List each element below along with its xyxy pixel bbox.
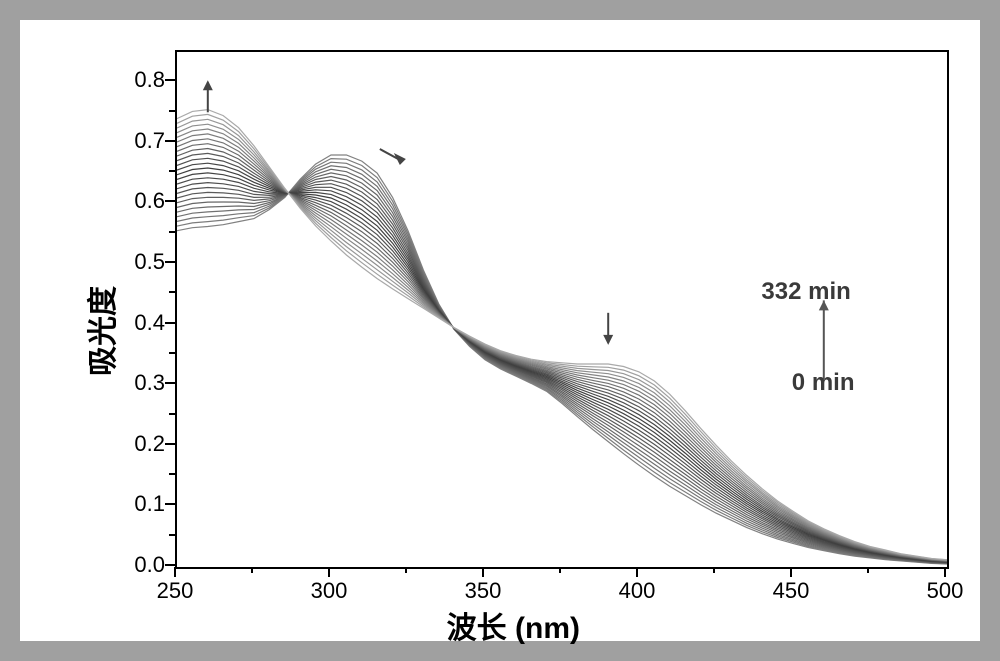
y-tick (165, 564, 175, 566)
y-tick-label: 0.1 (125, 491, 165, 517)
y-tick (165, 200, 175, 202)
x-tick-minor (713, 567, 715, 573)
x-tick (944, 567, 946, 577)
x-tick-minor (559, 567, 561, 573)
x-axis-label: 波长 (nm) (447, 603, 580, 647)
y-tick (165, 382, 175, 384)
y-tick-label: 0.4 (125, 310, 165, 336)
x-tick (790, 567, 792, 577)
y-tick-label: 0.0 (125, 552, 165, 578)
y-tick-minor (169, 231, 175, 233)
y-tick-label: 0.3 (125, 370, 165, 396)
x-tick-minor (251, 567, 253, 573)
x-tick-label: 300 (311, 578, 348, 604)
chart-figure: 吸光度 波长 (nm) 332 min 0 min 250 300 350 400 45… (0, 0, 1000, 661)
x-tick (174, 567, 176, 577)
y-tick-minor (169, 473, 175, 475)
x-tick-label: 350 (465, 578, 502, 604)
y-tick-minor (169, 110, 175, 112)
y-tick (165, 261, 175, 263)
x-tick-label: 500 (927, 578, 964, 604)
y-tick-label: 0.5 (125, 249, 165, 275)
y-tick-minor (169, 352, 175, 354)
y-tick-label: 0.8 (125, 67, 165, 93)
y-tick-minor (169, 534, 175, 536)
y-tick-label: 0.6 (125, 188, 165, 214)
x-tick-label: 250 (157, 578, 194, 604)
x-tick-minor (405, 567, 407, 573)
y-tick (165, 443, 175, 445)
y-tick-minor (169, 170, 175, 172)
spectra-lines (177, 52, 947, 567)
y-tick (165, 322, 175, 324)
y-tick-label: 0.7 (125, 128, 165, 154)
annotation-0min: 0 min (792, 369, 855, 397)
x-tick-label: 400 (619, 578, 656, 604)
y-tick-label: 0.2 (125, 431, 165, 457)
y-tick (165, 79, 175, 81)
x-tick (636, 567, 638, 577)
annotation-332min: 332 min (761, 278, 850, 306)
x-tick (482, 567, 484, 577)
x-tick (328, 567, 330, 577)
x-tick-minor (867, 567, 869, 573)
y-tick (165, 503, 175, 505)
x-tick-label: 450 (773, 578, 810, 604)
y-tick-minor (169, 291, 175, 293)
plot-area (175, 50, 949, 569)
y-axis-label: 吸光度 (78, 286, 122, 376)
y-tick-minor (169, 413, 175, 415)
y-tick (165, 140, 175, 142)
